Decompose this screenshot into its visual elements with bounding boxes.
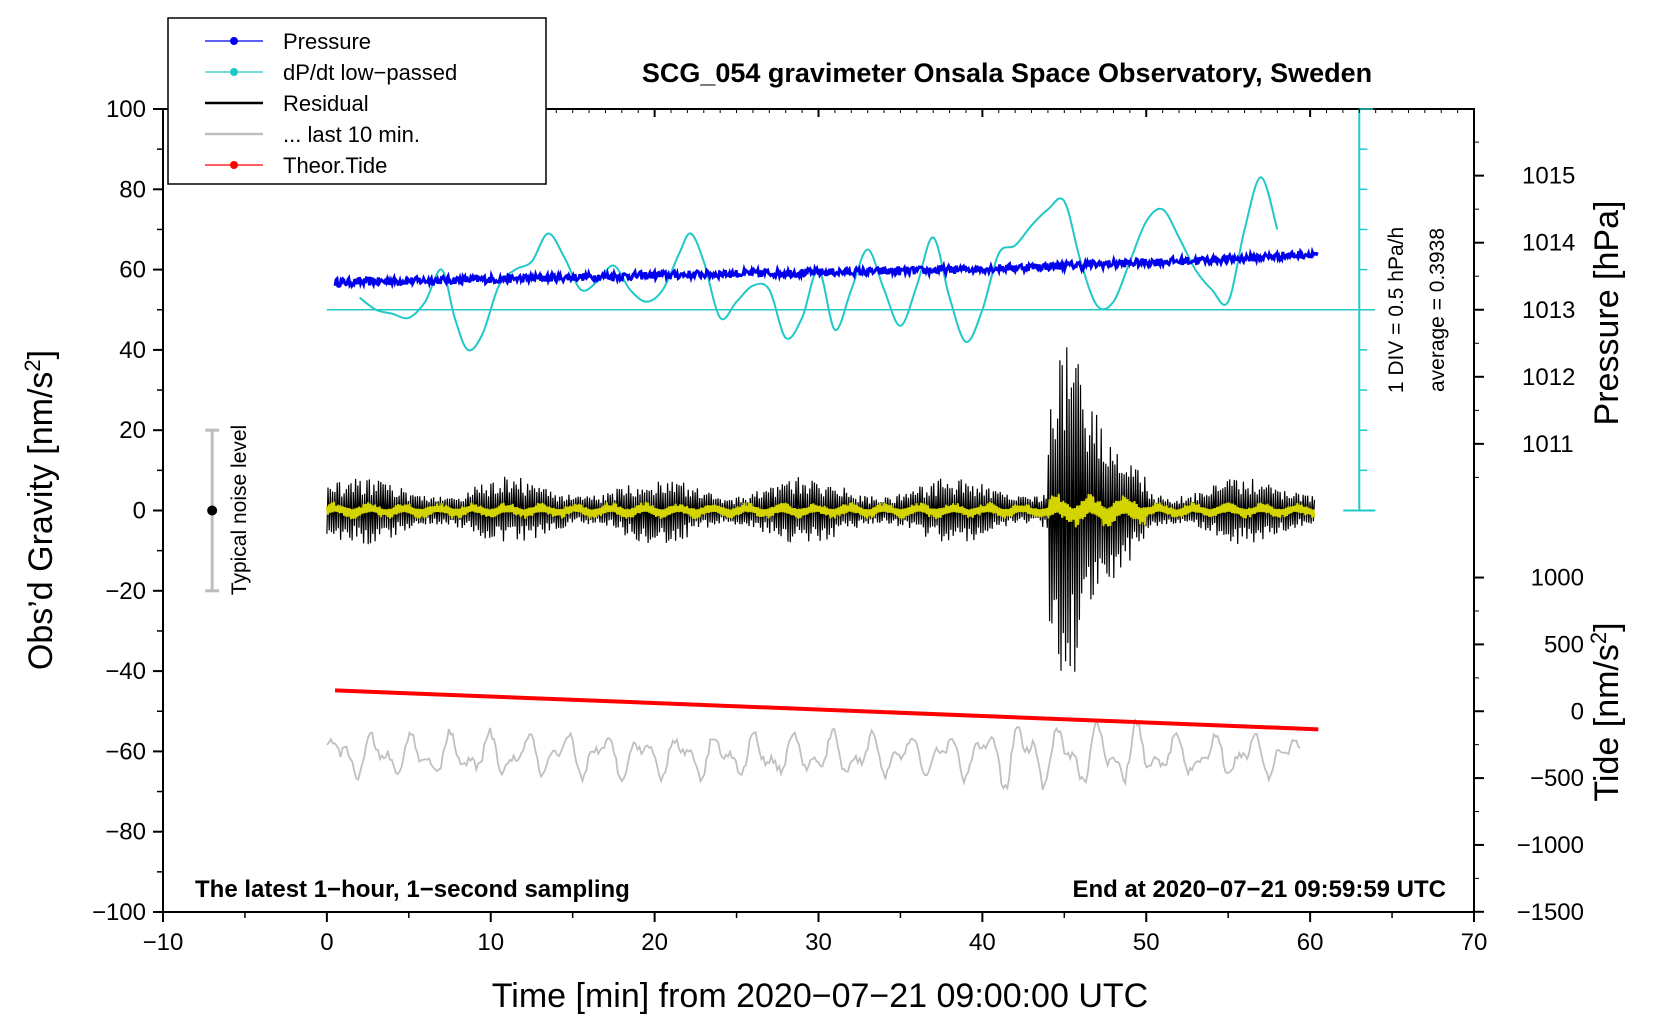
legend-marker [230, 161, 238, 169]
noise-center-dot [207, 505, 218, 516]
legend-marker [230, 37, 238, 45]
y-left-title-main: Obs’d Gravity [nm/s [22, 372, 60, 671]
y-tick-label: −80 [105, 819, 146, 846]
chart-title: SCG_054 gravimeter Onsala Space Observat… [642, 58, 1372, 88]
x-axis: −10 0 10 20 30 40 50 60 70 [143, 109, 1488, 956]
tide-line [334, 688, 1319, 732]
x-tick-label: −10 [143, 929, 184, 956]
legend-label: ... last 10 min. [283, 122, 420, 147]
x-tick-label: 10 [477, 929, 504, 956]
y-tick-label: −40 [105, 658, 146, 685]
y-axis-left-title: Obs’d Gravity [nm/s2] [20, 350, 61, 670]
average-label: average = 0.3938 [1426, 228, 1449, 392]
x-tick-label: 20 [641, 929, 668, 956]
y-tick-label: −100 [92, 899, 146, 926]
last10-series-group [326, 718, 1301, 791]
y-left-title-end: ] [22, 350, 60, 359]
y-tick-label: 100 [106, 96, 146, 123]
tide-tick-label: −1000 [1517, 832, 1584, 859]
x-tick-label: 60 [1297, 929, 1324, 956]
legend-label: dP/dt low−passed [283, 60, 457, 85]
noise-level-label: Typical noise level [228, 425, 251, 595]
tide-tick-label: 0 [1571, 698, 1584, 725]
scale-div-label: 1 DIV = 0.5 hPa/h [1385, 227, 1408, 393]
noise-level-group [205, 428, 220, 593]
x-tick-label: 70 [1461, 929, 1488, 956]
y-axis-left: −100 −80 −60 −40 −20 0 20 40 60 80 100 [92, 96, 163, 926]
scale-bar-group [326, 108, 1376, 512]
y-tick-label: 80 [119, 176, 146, 203]
x-tick-label: 50 [1133, 929, 1160, 956]
tide-series-group [334, 688, 1319, 732]
tide-tick-label: 1000 [1531, 565, 1584, 592]
y-axis-pressure: 1011 1012 1013 1014 1015 [1474, 141, 1575, 478]
pressure-series-group [333, 246, 1319, 290]
end-time-note: End at 2020−07−21 09:59:59 UTC [1072, 876, 1446, 903]
legend-box [167, 17, 547, 185]
legend-label: Theor.Tide [283, 153, 387, 178]
pressure-line [333, 246, 1319, 290]
tide-tick-label: 500 [1544, 631, 1584, 658]
tide-tick-label: −1500 [1517, 899, 1584, 926]
y-axis-pressure-title: Pressure [hPa] [1588, 201, 1626, 426]
legend-entries: Pressure dP/dt low−passed Residual ... last… [205, 29, 457, 178]
y-tick-label: −60 [105, 738, 146, 765]
tide-title-end: ] [1588, 622, 1626, 631]
legend-label: Residual [283, 91, 369, 116]
residual-series-group [325, 347, 1316, 672]
y-tick-label: 20 [119, 417, 146, 444]
tide-tick-label: −500 [1530, 765, 1584, 792]
x-tick-label: 0 [320, 929, 333, 956]
last10-line [326, 718, 1301, 791]
y-tick-label: 0 [133, 498, 146, 525]
y-tick-label: 40 [119, 337, 146, 364]
y-tick-label: 60 [119, 257, 146, 284]
legend: Pressure dP/dt low−passed Residual ... last… [167, 17, 547, 185]
y-axis-tide-title: Tide [nm/s2] [1586, 622, 1627, 801]
sampling-note: The latest 1−hour, 1−second sampling [195, 876, 630, 903]
tide-title-main: Tide [nm/s [1588, 644, 1626, 801]
legend-label: Pressure [283, 29, 371, 54]
residual-filtered-line [325, 493, 1316, 528]
x-axis-title: Time [min] from 2020−07−21 09:00:00 UTC [492, 977, 1148, 1015]
tide-title-sup: 2 [1586, 632, 1611, 644]
pressure-tick-label: 1013 [1522, 297, 1575, 324]
x-tick-label: 30 [805, 929, 832, 956]
y-tick-label: −20 [105, 578, 146, 605]
pressure-tick-label: 1014 [1522, 230, 1575, 257]
y-axis-tide: −1500 −1000 −500 0 500 1000 [1474, 565, 1584, 926]
y-left-title-sup: 2 [20, 359, 45, 371]
x-tick-label: 40 [969, 929, 996, 956]
pressure-tick-label: 1011 [1522, 431, 1574, 458]
pressure-tick-label: 1012 [1522, 364, 1575, 391]
pressure-tick-label: 1015 [1522, 163, 1575, 190]
legend-marker [230, 68, 238, 76]
